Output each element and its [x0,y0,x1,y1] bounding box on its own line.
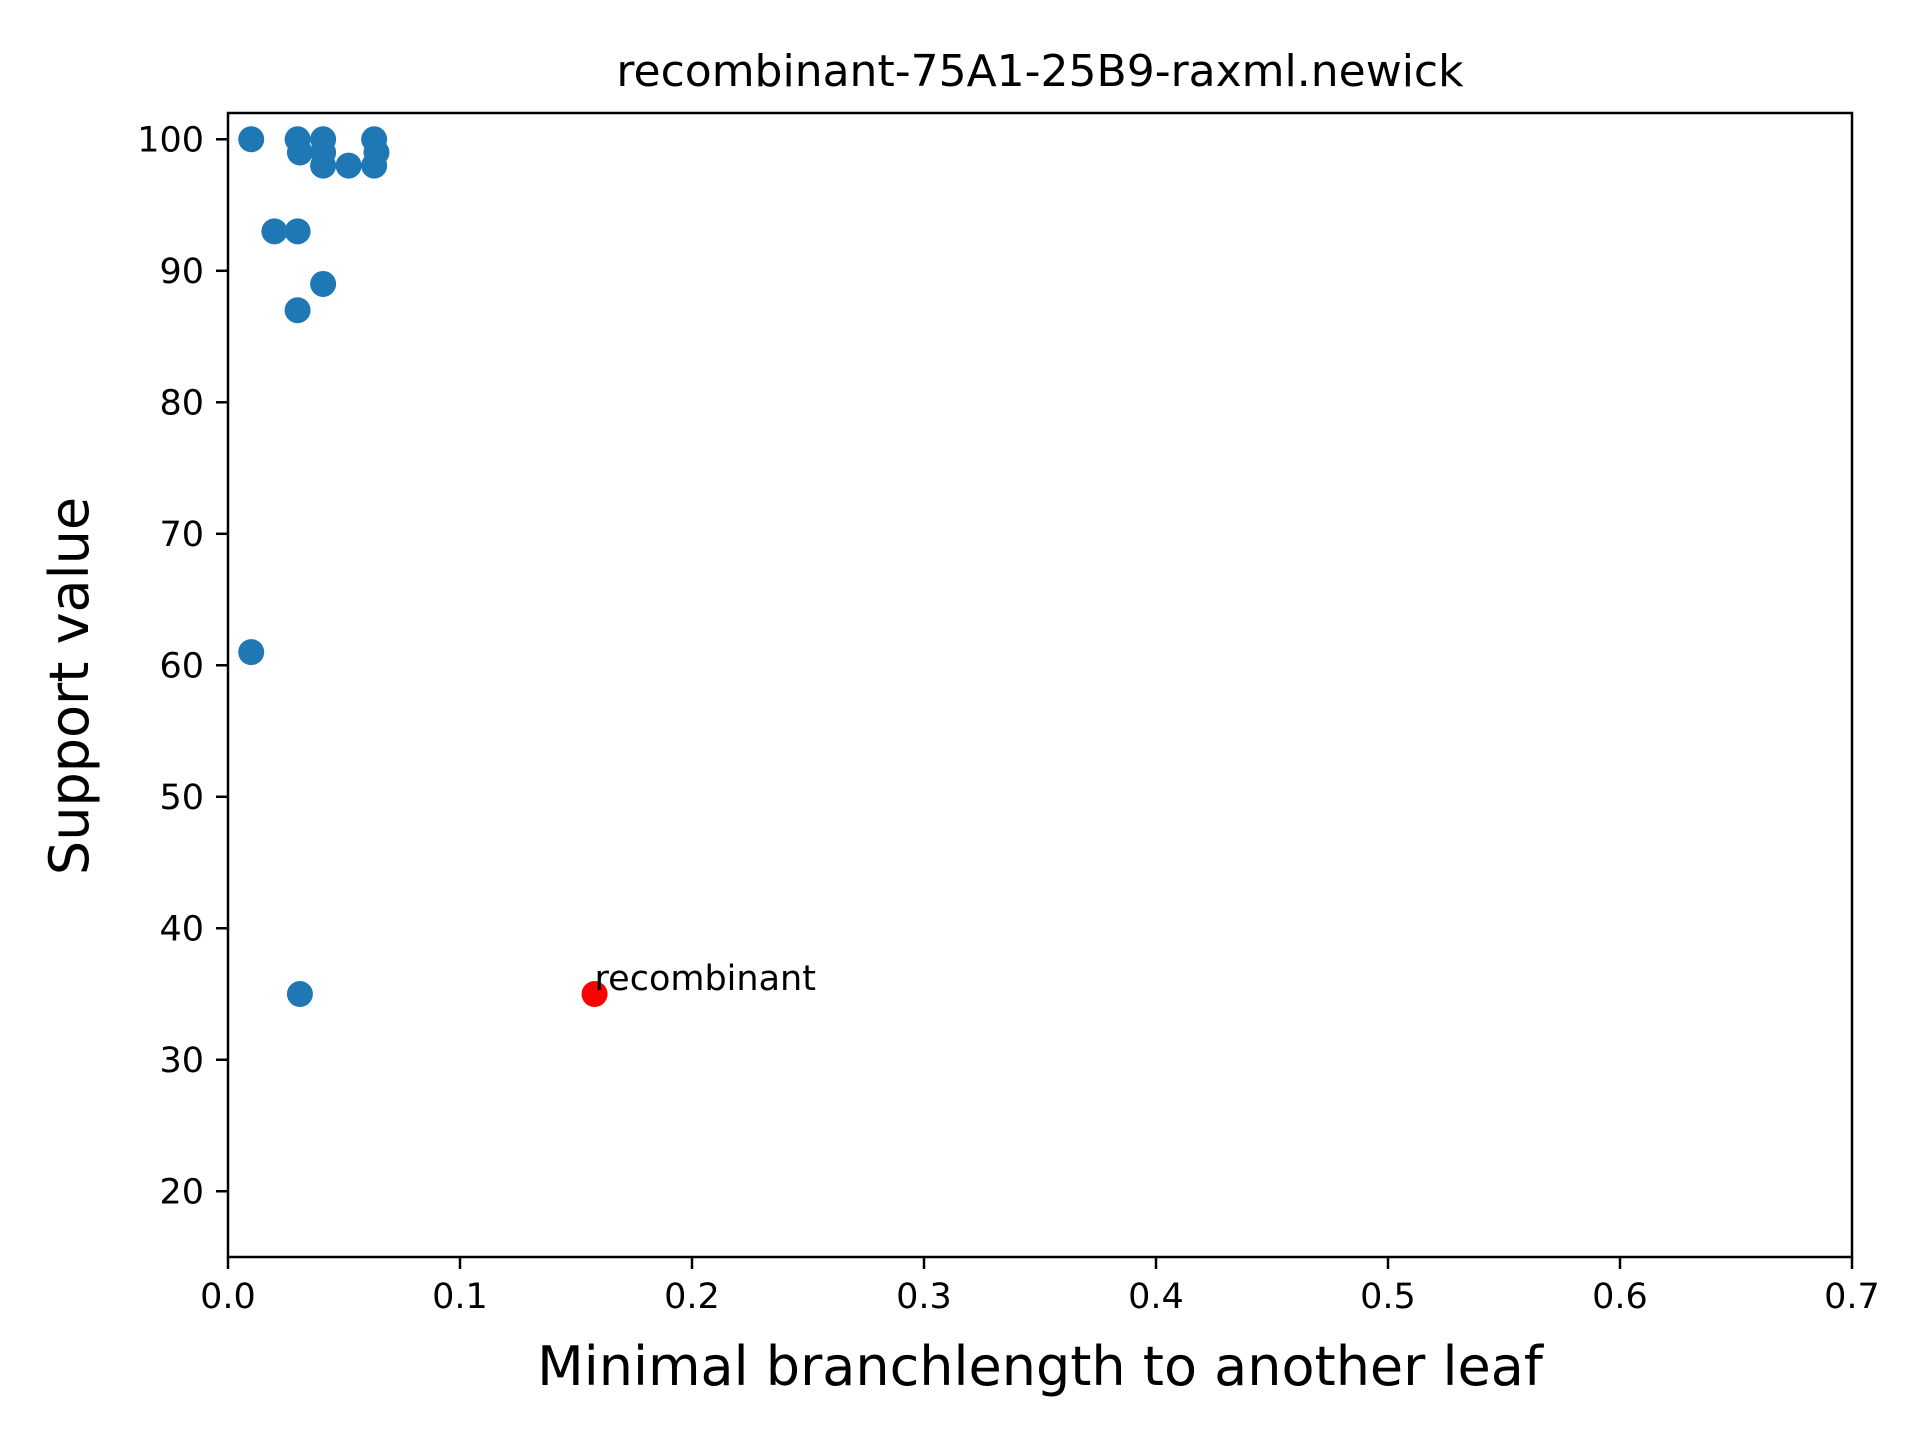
y-tick-label: 60 [159,646,204,686]
data-point [335,152,362,179]
data-point [261,218,288,245]
data-point [310,270,337,297]
x-tick-label: 0.5 [1360,1277,1416,1317]
chart-title: recombinant-75A1-25B9-raxml.newick [616,46,1464,97]
y-tick-label: 40 [159,909,204,949]
data-point [284,297,311,324]
x-tick-label: 0.7 [1824,1277,1880,1317]
y-tick-label: 70 [159,515,204,555]
y-tick-label: 90 [159,252,204,292]
x-tick-label: 0.6 [1592,1277,1648,1317]
data-point [310,152,337,179]
data-point [238,639,265,666]
data-point [284,218,311,245]
x-tick-label: 0.3 [896,1277,952,1317]
plot-frame [226,111,1854,1259]
data-point [238,126,265,153]
y-tick-label: 80 [159,383,204,423]
y-tick-label: 20 [159,1172,204,1212]
x-axis-label: Minimal branchlength to another leaf [537,1335,1545,1398]
y-tick-label: 50 [159,778,204,818]
x-tick-label: 0.4 [1128,1277,1184,1317]
point-label: recombinant [595,959,816,999]
chart-marks: 0.0 0.1 0.2 0.3 0.4 0.5 0.6 0.7 20 30 40 50 60 70 80 90… [137,120,1880,1317]
x-tick-label: 0.2 [664,1277,720,1317]
data-point [286,139,313,166]
x-tick-label: 0.0 [200,1277,256,1317]
y-tick-label: 30 [159,1041,204,1081]
data-point [361,152,388,179]
data-point [581,981,608,1008]
y-tick-label: 100 [137,120,204,160]
data-point [286,981,313,1008]
y-axis-label: Support value [38,497,101,875]
x-tick-label: 0.1 [432,1277,488,1317]
